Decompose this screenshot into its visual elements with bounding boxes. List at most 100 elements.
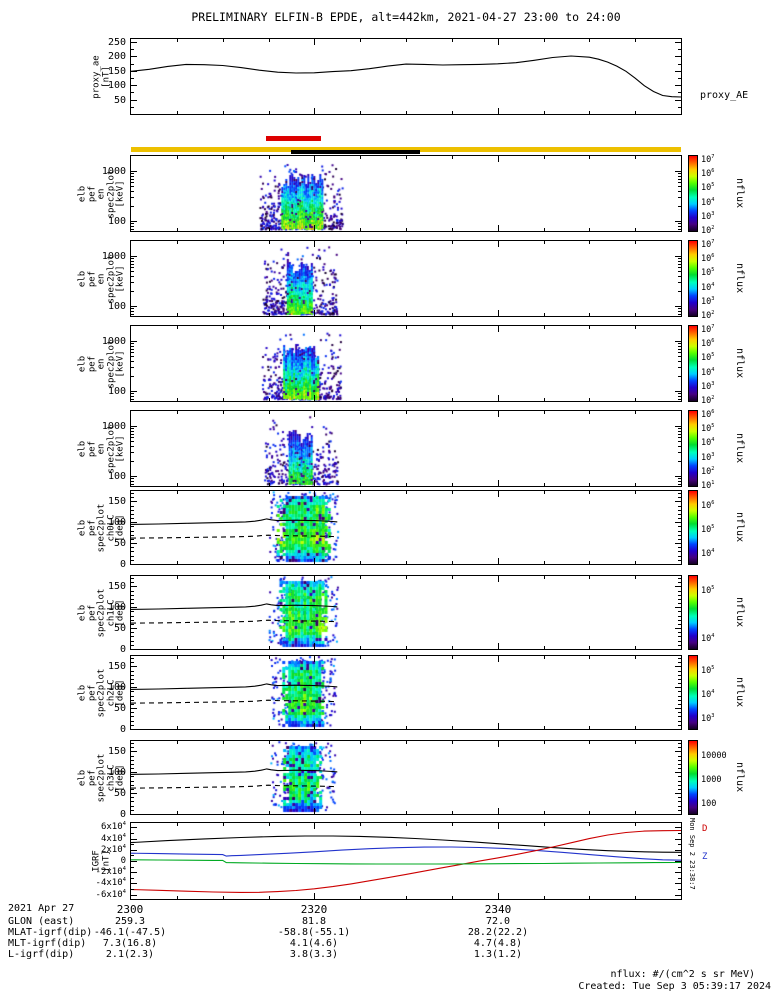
ephemeris-value: 4.1(4.6) — [289, 938, 339, 949]
loss-cone-line — [131, 518, 338, 525]
proxy_AE — [131, 55, 681, 98]
spectrogram-canvas-en2 — [131, 326, 681, 401]
colorbar-tick-label: 105 — [701, 267, 715, 279]
ytick-label: 100 — [107, 602, 126, 614]
colorbar-tick-label: 102 — [701, 310, 715, 321]
colorbar-tick-label: 106 — [701, 408, 715, 420]
ytick-label: -6x104 — [95, 888, 126, 900]
panel-en2 — [130, 325, 682, 402]
colorbar-unit-label: nflux — [734, 676, 745, 707]
colorbar-unit-label: nflux — [734, 262, 745, 293]
anti-loss-cone-line — [131, 534, 338, 539]
ytick-label: 1000 — [101, 336, 126, 348]
colorbar-ch3 — [688, 740, 698, 815]
colorbar-tick-label: 105 — [701, 423, 715, 434]
right-label-proxy: proxy_AE — [700, 90, 749, 102]
time-tick-label: 2320 — [300, 903, 328, 916]
axis-ticks-ch1 — [131, 576, 681, 649]
axis-ticks-en0 — [131, 156, 681, 231]
ephemeris-row-label: GLON (east) — [8, 916, 75, 927]
science-zone-bar — [290, 150, 420, 154]
igrf-component-black — [131, 835, 681, 853]
line-plot-ch3-lc — [131, 768, 338, 789]
axis-ticks-ch2 — [131, 656, 681, 729]
colorbar-tick-label: 103 — [701, 295, 715, 307]
ephemeris-value: 3.8(3.3) — [289, 949, 339, 960]
ephemeris-value: 7.3(16.8) — [102, 938, 158, 949]
colorbar-tick-label: 106 — [701, 338, 715, 349]
ephemeris-value: 81.8 — [301, 916, 327, 927]
colorbar-ch2 — [688, 655, 698, 730]
colorbar-tick-label: 105 — [701, 585, 715, 596]
colorbar-tick-label: 104 — [701, 437, 715, 449]
ytick-label: 100 — [107, 767, 126, 779]
ephemeris-value: 1.3(1.2) — [473, 949, 523, 960]
colorbar-en2 — [688, 325, 698, 402]
ytick-label: 100 — [107, 385, 126, 397]
ytick-label: 150 — [107, 746, 126, 758]
axis-ticks-en3 — [131, 411, 681, 486]
colorbar-tick-label: 104 — [701, 548, 715, 559]
ytick-label: -4x104 — [95, 877, 126, 889]
panel-ch3 — [130, 740, 682, 815]
colorbar-tick-label: 102 — [701, 395, 715, 406]
date-label: 2021 Apr 27 — [8, 903, 75, 914]
line-plot-igrf — [131, 829, 681, 893]
axis-ticks-en2 — [131, 326, 681, 401]
ytick-label: 0 — [120, 856, 126, 866]
ytick-label: 0 — [119, 724, 126, 735]
colorbar-tick-label: 105 — [701, 182, 715, 194]
axis-ticks-igrf — [131, 823, 681, 899]
ephemeris-value: -46.1(-47.5) — [93, 927, 167, 938]
ephemeris-row-label: MLAT-igrf(dip) — [8, 927, 93, 938]
colorbar-tick-label: 103 — [701, 713, 715, 724]
ytick-label: 0 — [119, 559, 126, 570]
ytick-label: 0 — [119, 809, 126, 820]
ytick-label: 150 — [107, 65, 126, 77]
colorbar-tick-label: 106 — [701, 168, 715, 179]
colorbar-tick-label: 105 — [701, 524, 715, 535]
igrf-legend-D: D — [702, 823, 708, 834]
colorbar-tick-label: 102 — [701, 225, 715, 236]
panel-ch1 — [130, 575, 682, 650]
ytick-label: 150 — [107, 661, 126, 673]
panel-igrf — [130, 822, 682, 900]
time-tick-label: 2340 — [484, 903, 512, 916]
spectrogram-canvas-ch1 — [131, 576, 681, 649]
igrf-component-red — [131, 829, 681, 893]
plot-generation-timestamp-vertical: Mon Sep 2 23:38:7 — [688, 818, 696, 890]
epd-fast-segment-bar — [265, 136, 321, 141]
colorbar-unit-label: nflux — [734, 596, 745, 627]
colorbar-tick-label: 107 — [701, 323, 715, 335]
colorbar-tick-label: 100 — [701, 799, 717, 809]
ytick-label: 150 — [107, 581, 126, 593]
ytick-label: 100 — [107, 517, 126, 529]
axis-ticks-proxy — [131, 39, 681, 114]
colorbar-unit-label: nflux — [734, 177, 745, 208]
panel-ch0 — [130, 490, 682, 565]
spectrogram-canvas-ch0 — [131, 491, 681, 564]
ytick-label: 50 — [113, 538, 126, 550]
colorbar-en0 — [688, 155, 698, 232]
line-plot-ch2-lc — [131, 683, 338, 704]
ytick-label: 100 — [107, 682, 126, 694]
ytick-label: 6x104 — [100, 821, 126, 833]
axis-ticks-ch0 — [131, 491, 681, 564]
anti-loss-cone-line — [131, 619, 338, 624]
ytick-label: 1000 — [101, 251, 126, 263]
ephemeris-value: 72.0 — [485, 916, 511, 927]
colorbar-en3 — [688, 410, 698, 487]
line-plot-ch0-lc — [131, 518, 338, 539]
anti-loss-cone-line — [131, 699, 338, 704]
ephemeris-value: 4.7(4.8) — [473, 938, 523, 949]
colorbar-tick-label: 101 — [701, 480, 715, 491]
axis-ticks-ch3 — [131, 741, 681, 814]
line-plot-proxy — [131, 55, 681, 98]
created-timestamp: Created: Tue Sep 3 05:39:17 2024 — [578, 981, 771, 992]
colorbar-unit-label: nflux — [734, 511, 745, 542]
colorbar-tick-label: 104 — [701, 366, 715, 378]
colorbar-tick-label: 103 — [701, 380, 715, 392]
loss-cone-line — [131, 683, 338, 690]
panel-ch2 — [130, 655, 682, 730]
ytick-label: 100 — [107, 80, 126, 92]
